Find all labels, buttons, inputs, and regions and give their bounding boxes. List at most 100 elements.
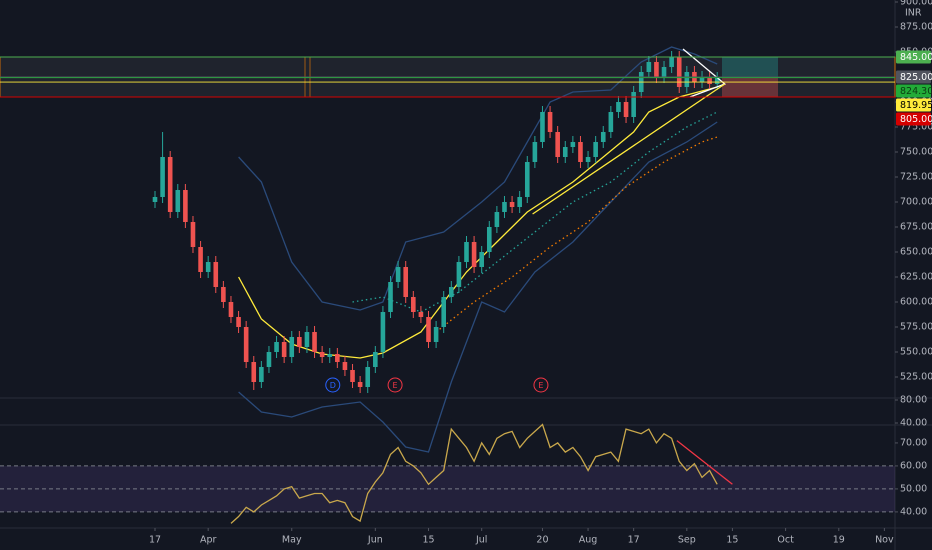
overlay-line (238, 121, 718, 453)
y-tick-label: 550.00 (900, 347, 932, 358)
candle-body (175, 190, 181, 212)
candle-body (699, 77, 705, 82)
x-tick-label: 17 (628, 535, 640, 546)
candle-body (448, 287, 454, 297)
y-tick-label: 875.00 (900, 22, 932, 33)
y-tick-label: 675.00 (900, 222, 932, 233)
candle-body (335, 354, 340, 362)
candle-body (198, 247, 203, 272)
x-tick-label: May (282, 535, 302, 546)
candle-body (676, 57, 682, 87)
event-marker (325, 377, 341, 393)
y-tick-label: 50.00 (900, 483, 927, 494)
candle-body (509, 202, 515, 207)
x-tick-label: Jul (475, 535, 487, 546)
candle-body (327, 354, 333, 357)
y-tick-label: 40.00 (900, 417, 927, 428)
candle-body (593, 142, 598, 157)
candle-body (684, 72, 690, 87)
candle-body (312, 332, 317, 352)
price-label-box (896, 84, 931, 98)
y-tick-label: 750.00 (900, 147, 932, 158)
candle-body (418, 312, 424, 317)
candle-body (585, 157, 591, 162)
rsi-trend-drawing (676, 440, 733, 485)
candle-body (600, 132, 606, 142)
y-tick-label: 575.00 (900, 322, 932, 333)
price-label: 819.95 (900, 100, 932, 111)
overlay-line (238, 46, 718, 311)
candle-body (661, 67, 667, 77)
rsi-line (230, 423, 718, 524)
target-zone (722, 57, 778, 78)
price-label: 824.30 (900, 86, 932, 97)
candle-body (251, 362, 257, 382)
y-tick-label: 60.00 (900, 460, 927, 471)
candle-body (714, 77, 720, 84)
event-label: D (330, 381, 336, 390)
overlay-line (238, 86, 718, 359)
candle-body (517, 197, 522, 207)
x-tick-label: 19 (833, 535, 845, 546)
candle-body (654, 62, 659, 77)
candle-body (183, 190, 188, 222)
candle-body (486, 227, 492, 252)
candle-body (373, 352, 378, 367)
price-label-box (896, 70, 931, 84)
trend-drawing (532, 83, 726, 215)
price-label: 805.00 (900, 114, 932, 125)
candle-body (524, 162, 530, 197)
price-label-box (896, 50, 931, 64)
candle-body (289, 337, 295, 357)
candle-body (646, 62, 652, 72)
candle-body (623, 102, 629, 117)
candle-body (570, 142, 576, 147)
candle-body (274, 342, 279, 352)
x-tick-label: 17 (149, 535, 161, 546)
candle-body (578, 142, 583, 162)
y-tick-label: 900.00 (900, 0, 932, 8)
candle-body (403, 267, 409, 297)
price-label-box (896, 112, 931, 126)
y-tick-label: 70.00 (900, 437, 927, 448)
event-marker (533, 377, 549, 393)
y-tick-label: 525.00 (900, 372, 932, 383)
candle-body (152, 197, 158, 202)
candle-body (433, 327, 439, 342)
y-tick-label: 40.00 (900, 506, 927, 517)
candle-body (167, 157, 173, 212)
candle-body (266, 352, 272, 367)
x-tick-label: Oct (777, 535, 794, 546)
candle-body (297, 337, 302, 347)
candle-body (669, 57, 674, 67)
candle-body (236, 317, 241, 327)
candle-body (213, 262, 219, 287)
x-tick-label: Aug (579, 535, 598, 546)
candle-body (631, 92, 636, 117)
event-label: E (393, 381, 398, 390)
x-tick-label: Apr (200, 535, 217, 546)
candle-body (281, 342, 287, 357)
y-tick-label: 650.00 (900, 247, 932, 258)
candle-body (388, 282, 393, 312)
event-marker (387, 377, 403, 393)
candle-body (395, 267, 401, 282)
candle-body (357, 382, 363, 387)
x-tick-label: 15 (726, 535, 738, 546)
x-tick-label: 15 (422, 535, 434, 546)
y-tick-label: 775.00 (900, 122, 932, 133)
candle-body (380, 312, 386, 352)
price-label: 845.00 (900, 52, 932, 63)
price-label: 825.00 (900, 72, 932, 83)
candle-body (707, 77, 712, 84)
x-tick-label: 20 (536, 535, 548, 546)
candle-body (319, 352, 325, 357)
event-label: E (538, 381, 543, 390)
candle-body (456, 262, 462, 287)
candle-body (608, 112, 614, 132)
candle-body (616, 102, 621, 112)
candle-body (540, 112, 545, 142)
candle-body (160, 157, 165, 197)
